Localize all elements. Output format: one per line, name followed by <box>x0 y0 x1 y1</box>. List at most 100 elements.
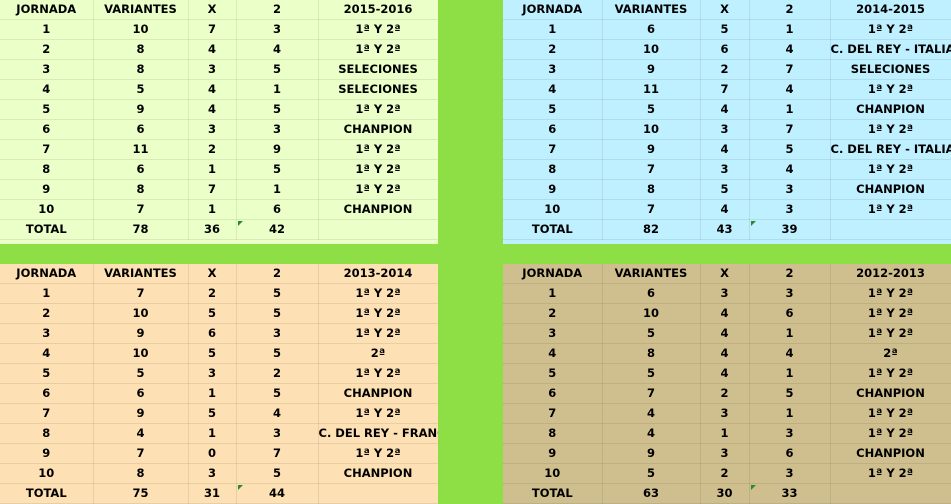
cell-jornada[interactable]: 10 <box>0 199 94 220</box>
cell-jornada[interactable]: 8 <box>503 423 603 444</box>
cell-2[interactable]: 2 <box>236 363 319 384</box>
header-2[interactable]: 2 <box>749 0 831 20</box>
cell-variantes[interactable]: 10 <box>93 19 189 40</box>
header-jornada[interactable]: JORNADA <box>503 0 603 20</box>
cell-competition[interactable]: 1ª Y 2ª <box>318 139 438 160</box>
cell-2[interactable]: 5 <box>749 383 831 404</box>
cell-jornada[interactable]: 8 <box>0 159 94 180</box>
cell-variantes[interactable]: 9 <box>602 443 701 464</box>
cell-variantes[interactable]: 10 <box>602 119 701 140</box>
cell-x[interactable]: 3 <box>188 363 237 384</box>
cell-2[interactable]: 7 <box>236 443 319 464</box>
cell-competition[interactable]: 1ª Y 2ª <box>830 423 951 444</box>
cell-2[interactable]: 4 <box>749 343 831 364</box>
total-empty[interactable] <box>318 483 438 504</box>
cell-jornada[interactable]: 9 <box>0 443 94 464</box>
header-season[interactable]: 2012-2013 <box>830 264 951 284</box>
header-season[interactable]: 2013-2014 <box>318 264 438 284</box>
cell-jornada[interactable]: 6 <box>503 119 603 140</box>
header-2[interactable]: 2 <box>236 264 319 284</box>
cell-jornada[interactable]: 2 <box>0 39 94 60</box>
total-variantes[interactable]: 82 <box>602 219 701 240</box>
cell-2[interactable]: 1 <box>749 363 831 384</box>
cell-competition[interactable]: C. DEL REY - FRANCIA <box>318 423 438 444</box>
cell-variantes[interactable]: 7 <box>93 443 189 464</box>
cell-variantes[interactable]: 11 <box>93 139 189 160</box>
cell-competition[interactable]: 1ª Y 2ª <box>318 403 438 424</box>
cell-x[interactable]: 2 <box>188 283 237 304</box>
cell-competition[interactable]: CHANPION <box>318 463 438 484</box>
cell-2[interactable]: 3 <box>749 199 831 220</box>
cell-variantes[interactable]: 8 <box>93 179 189 200</box>
cell-variantes[interactable]: 10 <box>93 343 189 364</box>
cell-variantes[interactable]: 4 <box>93 423 189 444</box>
cell-2[interactable]: 7 <box>749 119 831 140</box>
cell-jornada[interactable]: 1 <box>503 283 603 304</box>
cell-2[interactable]: 4 <box>236 39 319 60</box>
total-label[interactable]: TOTAL <box>0 483 94 504</box>
cell-x[interactable]: 4 <box>188 39 237 60</box>
cell-x[interactable]: 4 <box>700 343 750 364</box>
cell-x[interactable]: 5 <box>188 303 237 324</box>
cell-jornada[interactable]: 7 <box>503 139 603 160</box>
cell-jornada[interactable]: 9 <box>503 179 603 200</box>
cell-variantes[interactable]: 9 <box>602 139 701 160</box>
cell-jornada[interactable]: 7 <box>0 403 94 424</box>
cell-x[interactable]: 3 <box>188 59 237 80</box>
cell-2[interactable]: 3 <box>749 423 831 444</box>
cell-variantes[interactable]: 7 <box>93 199 189 220</box>
cell-x[interactable]: 5 <box>188 343 237 364</box>
header-x[interactable]: X <box>188 264 237 284</box>
cell-x[interactable]: 3 <box>700 119 750 140</box>
total-x[interactable]: 31 <box>188 483 237 504</box>
cell-x[interactable]: 5 <box>188 403 237 424</box>
cell-competition[interactable]: 1ª Y 2ª <box>830 159 951 180</box>
total-variantes[interactable]: 78 <box>93 219 189 240</box>
cell-competition[interactable]: CHANPION <box>830 179 951 200</box>
cell-x[interactable]: 0 <box>188 443 237 464</box>
cell-variantes[interactable]: 4 <box>602 403 701 424</box>
cell-competition[interactable]: CHANPION <box>830 383 951 404</box>
cell-x[interactable]: 4 <box>700 363 750 384</box>
header-variantes[interactable]: VARIANTES <box>93 264 189 284</box>
cell-x[interactable]: 7 <box>188 179 237 200</box>
cell-x[interactable]: 3 <box>700 443 750 464</box>
cell-jornada[interactable]: 6 <box>0 119 94 140</box>
cell-variantes[interactable]: 9 <box>93 323 189 344</box>
cell-competition[interactable]: 2ª <box>830 343 951 364</box>
cell-2[interactable]: 3 <box>236 323 319 344</box>
cell-jornada[interactable]: 3 <box>0 59 94 80</box>
cell-2[interactable]: 3 <box>236 19 319 40</box>
header-variantes[interactable]: VARIANTES <box>93 0 189 20</box>
cell-jornada[interactable]: 10 <box>0 463 94 484</box>
cell-x[interactable]: 1 <box>188 423 237 444</box>
cell-x[interactable]: 7 <box>188 19 237 40</box>
cell-x[interactable]: 6 <box>188 323 237 344</box>
cell-competition[interactable]: 1ª Y 2ª <box>318 303 438 324</box>
cell-competition[interactable]: 1ª Y 2ª <box>830 119 951 140</box>
total-empty[interactable] <box>830 219 951 240</box>
cell-jornada[interactable]: 7 <box>503 403 603 424</box>
cell-x[interactable]: 3 <box>188 463 237 484</box>
cell-2[interactable]: 3 <box>749 283 831 304</box>
cell-competition[interactable]: CHANPION <box>830 99 951 120</box>
header-jornada[interactable]: JORNADA <box>503 264 603 284</box>
cell-2[interactable]: 5 <box>236 159 319 180</box>
cell-competition[interactable]: 1ª Y 2ª <box>318 363 438 384</box>
total-variantes[interactable]: 75 <box>93 483 189 504</box>
cell-2[interactable]: 5 <box>236 463 319 484</box>
cell-x[interactable]: 4 <box>700 139 750 160</box>
cell-competition[interactable]: 1ª Y 2ª <box>318 323 438 344</box>
cell-jornada[interactable]: 6 <box>0 383 94 404</box>
cell-variantes[interactable]: 4 <box>602 423 701 444</box>
cell-jornada[interactable]: 7 <box>0 139 94 160</box>
cell-competition[interactable]: 1ª Y 2ª <box>318 19 438 40</box>
total-2[interactable]: 44 <box>236 483 319 504</box>
cell-x[interactable]: 5 <box>700 179 750 200</box>
cell-competition[interactable]: 1ª Y 2ª <box>318 159 438 180</box>
cell-2[interactable]: 3 <box>749 179 831 200</box>
cell-variantes[interactable]: 8 <box>602 179 701 200</box>
cell-competition[interactable]: CHANPION <box>318 119 438 140</box>
cell-competition[interactable]: C. DEL REY - ITALIA <box>830 139 951 160</box>
cell-2[interactable]: 1 <box>236 79 319 100</box>
